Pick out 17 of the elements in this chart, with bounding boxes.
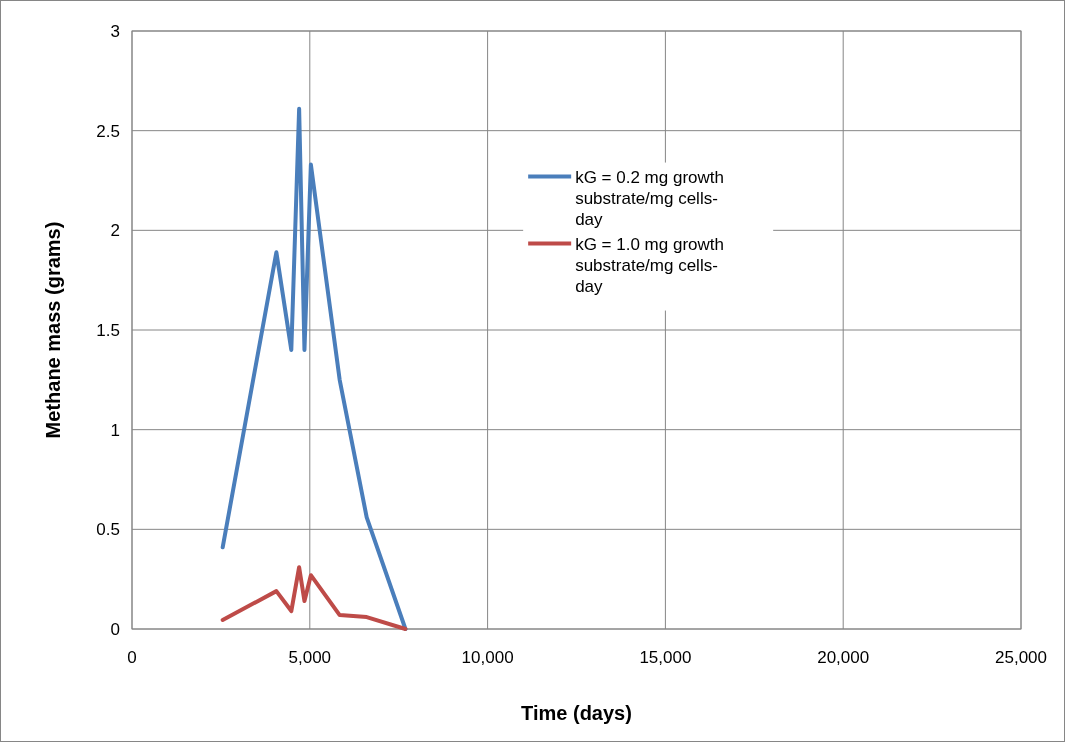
y-tick-label: 1.5 <box>96 320 120 340</box>
x-tick-label: 25,000 <box>995 648 1047 667</box>
x-axis-title: Time (days) <box>521 702 632 724</box>
x-tick-label: 0 <box>127 648 137 667</box>
y-tick-label: 0 <box>110 619 120 639</box>
x-tick-label: 5,000 <box>288 648 332 667</box>
x-tick-label: 15,000 <box>639 648 692 667</box>
line-series <box>220 565 408 631</box>
y-tick-label: 3 <box>110 21 120 41</box>
x-tick-label: 10,000 <box>461 648 514 667</box>
y-tick-label: 2.5 <box>96 121 120 141</box>
y-tick-label: 1 <box>110 420 120 440</box>
y-tick-label: 0.5 <box>96 520 120 540</box>
legend-label: kG = 1.0 mg growth substrate/mg cells-day <box>575 234 724 296</box>
x-tick-label: 20,000 <box>817 648 870 667</box>
y-axis-title: Methane mass (grams) <box>42 221 64 439</box>
y-tick-label: 2 <box>110 221 120 241</box>
